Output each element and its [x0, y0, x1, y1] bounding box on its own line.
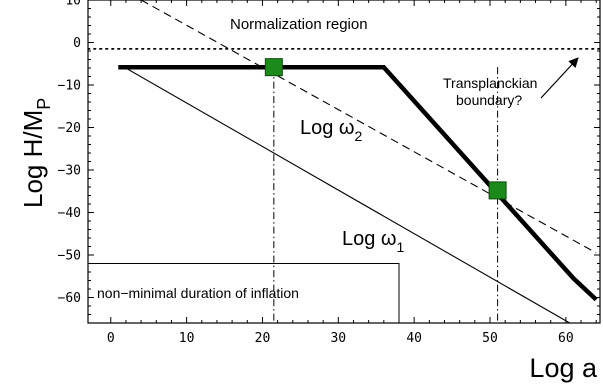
x-tick-label: 60 — [558, 331, 574, 346]
y-axis-label-main: Log H/M — [18, 110, 48, 208]
transplanckian-label: Transplanckian — [443, 75, 537, 91]
transplanckian-arrow — [540, 57, 579, 99]
tick-labels: 0 10 20 30 40 50 60 10 0 −10 −20 −30 −40 −50 −60 — [58, 0, 574, 346]
normalization-region-label: Normalization region — [230, 16, 368, 33]
series-line-3 — [140, 0, 597, 254]
series-line-2 — [121, 65, 570, 323]
y-tick-label: 0 — [73, 36, 81, 51]
x-tick-label: 50 — [482, 331, 498, 346]
x-axis-label: Log a — [529, 353, 598, 383]
inflation-duration-box — [88, 263, 400, 323]
data-markers — [264, 58, 507, 200]
log-omega1-subscript: 1 — [397, 239, 405, 255]
x-tick-label: 30 — [330, 331, 346, 346]
x-tick-label: 20 — [255, 331, 271, 346]
y-axis-label: Log H/MP — [18, 98, 54, 208]
log-omega2-base: Log ω — [300, 117, 355, 139]
log-omega1-base: Log ω — [342, 228, 397, 250]
axis-ticks — [88, 0, 600, 323]
log-omega2-label: Log ω2 — [300, 117, 363, 144]
y-tick-label: −60 — [58, 291, 81, 306]
y-tick-label: −30 — [58, 164, 81, 179]
y-tick-label: 10 — [65, 0, 81, 9]
crossing-marker — [488, 181, 507, 200]
crossing-marker — [264, 58, 283, 77]
y-tick-label: −20 — [58, 121, 81, 136]
log-omega1-label: Log ω1 — [342, 228, 405, 255]
plot-frame — [87, 0, 601, 324]
inflation-duration-label: non−minimal duration of inflation — [97, 285, 299, 301]
x-tick-label: 10 — [179, 331, 195, 346]
x-tick-label: 40 — [406, 331, 422, 346]
log-omega2-subscript: 2 — [355, 128, 363, 144]
y-tick-label: −50 — [58, 249, 81, 264]
y-tick-label: −40 — [58, 206, 81, 221]
series-line-1 — [118, 64, 598, 302]
plot-area — [88, 0, 600, 323]
y-tick-label: −10 — [58, 79, 81, 94]
transplanckian-boundary-label: boundary? — [456, 92, 522, 108]
y-axis-label-sub: P — [34, 98, 54, 110]
x-tick-label: 0 — [107, 331, 115, 346]
